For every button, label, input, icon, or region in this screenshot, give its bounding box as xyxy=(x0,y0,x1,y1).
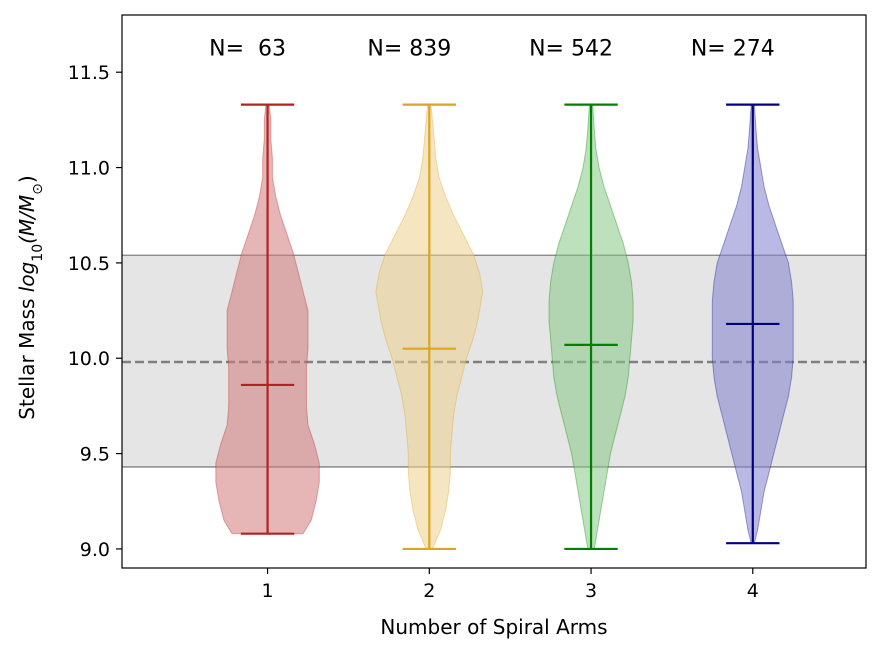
y-axis: 9.0 9.5 10.0 10.5 11.0 11.5 xyxy=(68,62,122,561)
axes-frame xyxy=(121,14,867,569)
x-axis: 1 2 3 4 xyxy=(262,568,759,602)
y-tick-label: 10.5 xyxy=(68,253,110,275)
n-count-label: N= 63 xyxy=(209,36,286,61)
y-axis-label-sun: ⊙ xyxy=(30,183,46,195)
y-tick-label: 11.0 xyxy=(68,158,110,180)
y-tick-label: 11.5 xyxy=(68,62,110,84)
x-axis-label: Number of Spiral Arms xyxy=(380,615,607,639)
x-tick-label: 2 xyxy=(423,580,435,602)
y-axis-label-close: ) xyxy=(15,175,39,183)
violin-3: N= 542 xyxy=(529,36,634,551)
violin-4: N= 274 xyxy=(691,36,794,545)
n-count-label: N= 274 xyxy=(691,36,775,61)
x-tick-label: 3 xyxy=(585,580,597,602)
violin-1: N= 63 xyxy=(209,36,320,535)
x-tick-label: 1 xyxy=(262,580,274,602)
y-tick-label: 9.5 xyxy=(80,444,110,466)
n-count-label: N= 542 xyxy=(529,36,613,61)
y-tick-label: 9.0 xyxy=(80,539,110,561)
x-tick-label: 4 xyxy=(747,580,759,602)
y-axis-label-suffix: (M/M xyxy=(15,195,39,244)
y-axis-label-log: log xyxy=(15,262,39,293)
y-axis-label-prefix: Stellar Mass xyxy=(15,292,39,420)
plot-area: N= 63 N= 839 N= 542 N= 274 xyxy=(122,36,866,551)
n-count-label: N= 839 xyxy=(367,36,451,61)
y-axis-label-sub: 10 xyxy=(30,244,46,262)
violin-2: N= 839 xyxy=(367,36,484,551)
y-tick-label: 10.0 xyxy=(68,348,110,370)
y-axis-label: Stellar Mass log10(M/M⊙) xyxy=(15,175,46,419)
